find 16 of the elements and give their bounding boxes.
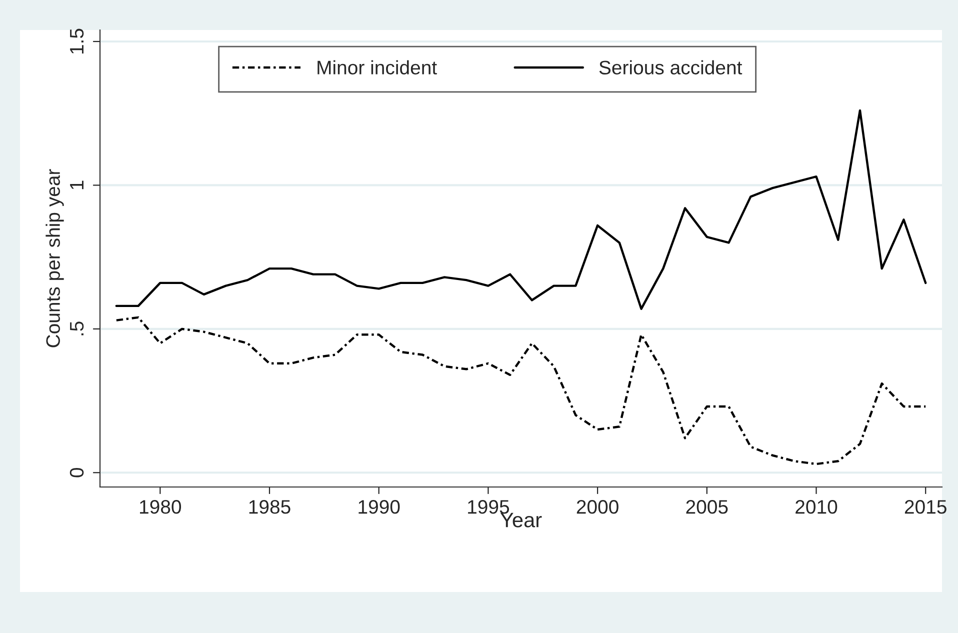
x-axis-title: Year bbox=[500, 512, 542, 528]
legend-label: Serious accident bbox=[599, 60, 742, 74]
y-axis-title: Counts per ship year bbox=[46, 169, 64, 348]
x-tick-label: 1980 bbox=[140, 500, 182, 514]
x-tick-label: 2010 bbox=[796, 500, 838, 514]
y-tick-label: 0 bbox=[70, 468, 84, 478]
x-tick-label: 2005 bbox=[686, 500, 728, 514]
y-tick-label: 1.5 bbox=[70, 28, 84, 54]
y-tick-label: .5 bbox=[70, 322, 84, 336]
x-tick-label: 2015 bbox=[904, 500, 946, 514]
y-tick-label: 1 bbox=[70, 180, 84, 190]
x-tick-label: 2000 bbox=[576, 500, 618, 514]
x-tick-label: 1985 bbox=[249, 500, 290, 514]
x-tick-label: 1995 bbox=[468, 500, 510, 514]
legend-label: Minor incident bbox=[318, 60, 437, 74]
x-tick-label: 1990 bbox=[358, 500, 400, 514]
